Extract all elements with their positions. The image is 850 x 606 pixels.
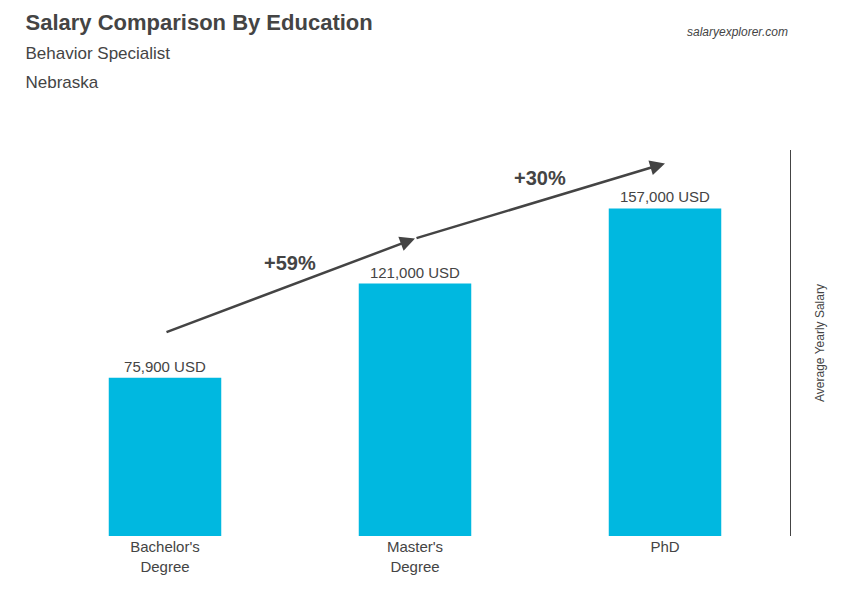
svg-text:Bachelor'sDegree: Bachelor'sDegree bbox=[130, 538, 200, 575]
svg-text:121,000 USD: 121,000 USD bbox=[370, 264, 460, 281]
svg-text:Average Yearly Salary: Average Yearly Salary bbox=[813, 284, 827, 402]
svg-text:Master'sDegree: Master'sDegree bbox=[387, 538, 443, 575]
svg-text:salaryexplorer.com: salaryexplorer.com bbox=[687, 25, 788, 39]
svg-text:Salary Comparison By Education: Salary Comparison By EducationBehavior S… bbox=[26, 10, 373, 91]
svg-text:+59%: +59% bbox=[264, 252, 316, 274]
svg-text:157,000 USD: 157,000 USD bbox=[620, 188, 710, 205]
svg-text:75,900 USD: 75,900 USD bbox=[124, 358, 206, 375]
svg-text:PhD: PhD bbox=[650, 538, 679, 555]
svg-text:+30%: +30% bbox=[514, 167, 566, 189]
